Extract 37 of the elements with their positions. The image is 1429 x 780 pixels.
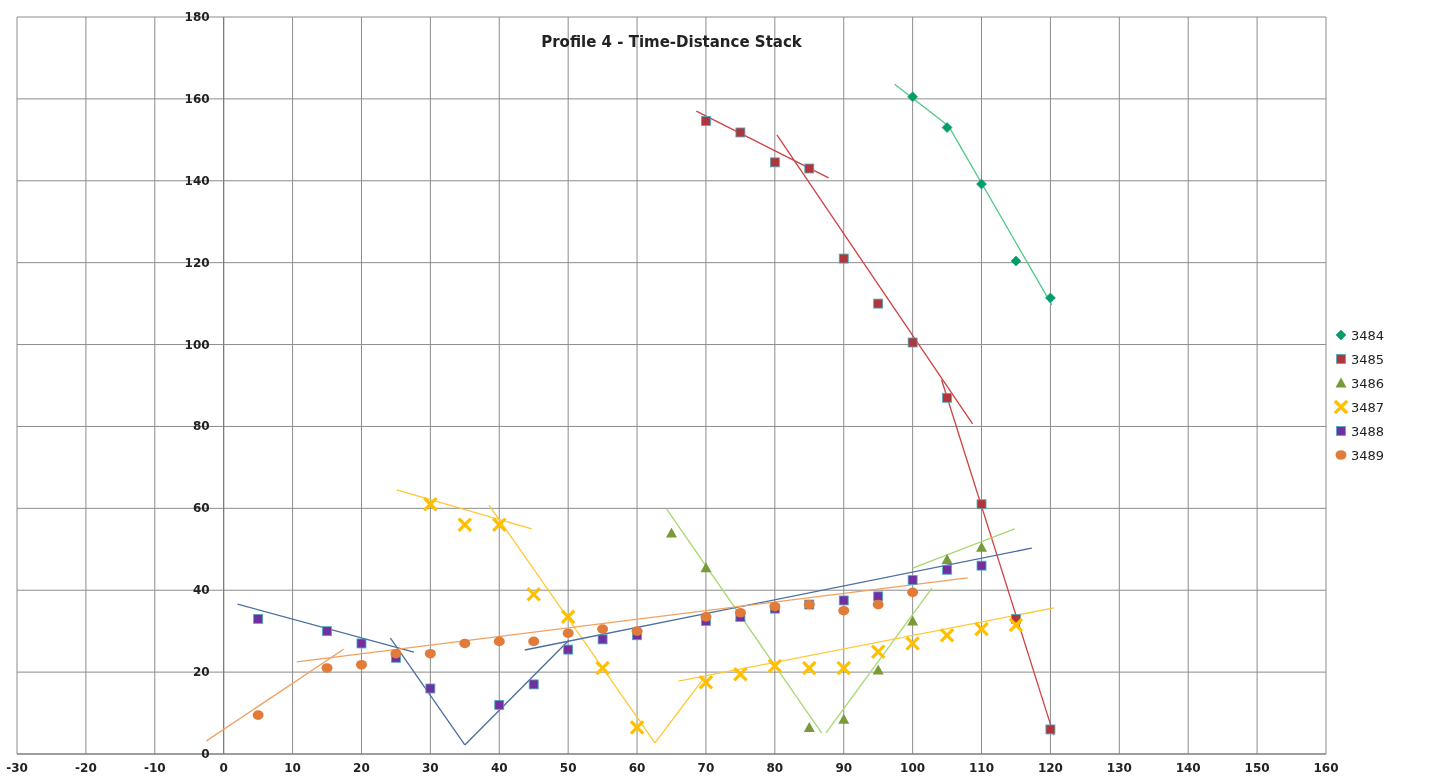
legend-label: 3486	[1351, 375, 1385, 391]
y-tick-label: 80	[192, 419, 210, 434]
y-tick-label: 100	[184, 337, 210, 352]
x-tick-label: 100	[900, 761, 926, 775]
x-tick-label: 10	[284, 761, 301, 775]
x-tick-label: 70	[697, 761, 715, 775]
text: Profile 4 - Time-Distance Stack	[541, 33, 803, 51]
x-tick-label: 0	[219, 761, 228, 775]
x-tick-label: 160	[1313, 761, 1339, 775]
legend-label: 3485	[1351, 351, 1385, 367]
x-tick-label: 150	[1244, 761, 1270, 775]
x-tick-label: 120	[1037, 761, 1063, 775]
x-tick-label: -20	[75, 761, 97, 775]
legend-label: 3487	[1351, 399, 1385, 415]
y-tick-label: 180	[184, 10, 210, 24]
y-tick-label: 60	[192, 501, 210, 516]
x-tick-label: 30	[422, 761, 439, 775]
x-tick-label: 80	[766, 761, 784, 775]
legend-label: 3489	[1351, 447, 1385, 463]
x-tick-label: 130	[1106, 761, 1132, 775]
y-tick-label: 140	[184, 173, 210, 188]
y-tick-label: 160	[184, 91, 210, 106]
x-tick-label: 110	[969, 761, 995, 775]
y-tick-label: 120	[184, 255, 210, 270]
y-tick-label: 0	[201, 747, 210, 761]
x-tick-label: 140	[1175, 761, 1201, 775]
x-tick-label: -10	[143, 761, 166, 775]
y-tick-label: 40	[192, 583, 210, 598]
x-tick-label: -30	[6, 761, 28, 775]
x-tick-label: 90	[835, 761, 853, 775]
x-tick-label: 50	[559, 761, 577, 775]
legend-label: 3484	[1351, 327, 1385, 343]
x-tick-label: 20	[353, 761, 370, 775]
legend-label: 3488	[1351, 423, 1385, 439]
x-tick-label: 60	[628, 761, 646, 775]
x-tick-label: 40	[490, 761, 508, 775]
y-tick-label: 20	[192, 665, 210, 680]
